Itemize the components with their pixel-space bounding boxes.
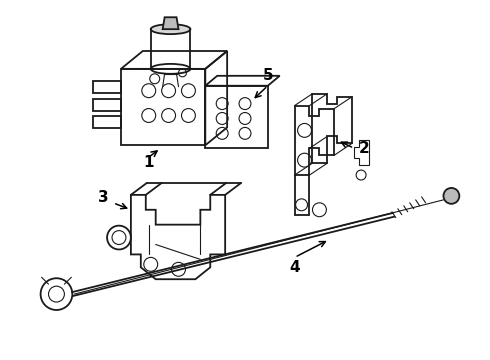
Circle shape [443,188,459,204]
Text: 2: 2 [359,141,369,156]
Ellipse shape [151,24,191,34]
Text: 4: 4 [289,260,300,275]
Text: 5: 5 [263,68,273,83]
Text: 3: 3 [98,190,108,205]
Text: 1: 1 [144,155,154,170]
Polygon shape [163,17,178,29]
